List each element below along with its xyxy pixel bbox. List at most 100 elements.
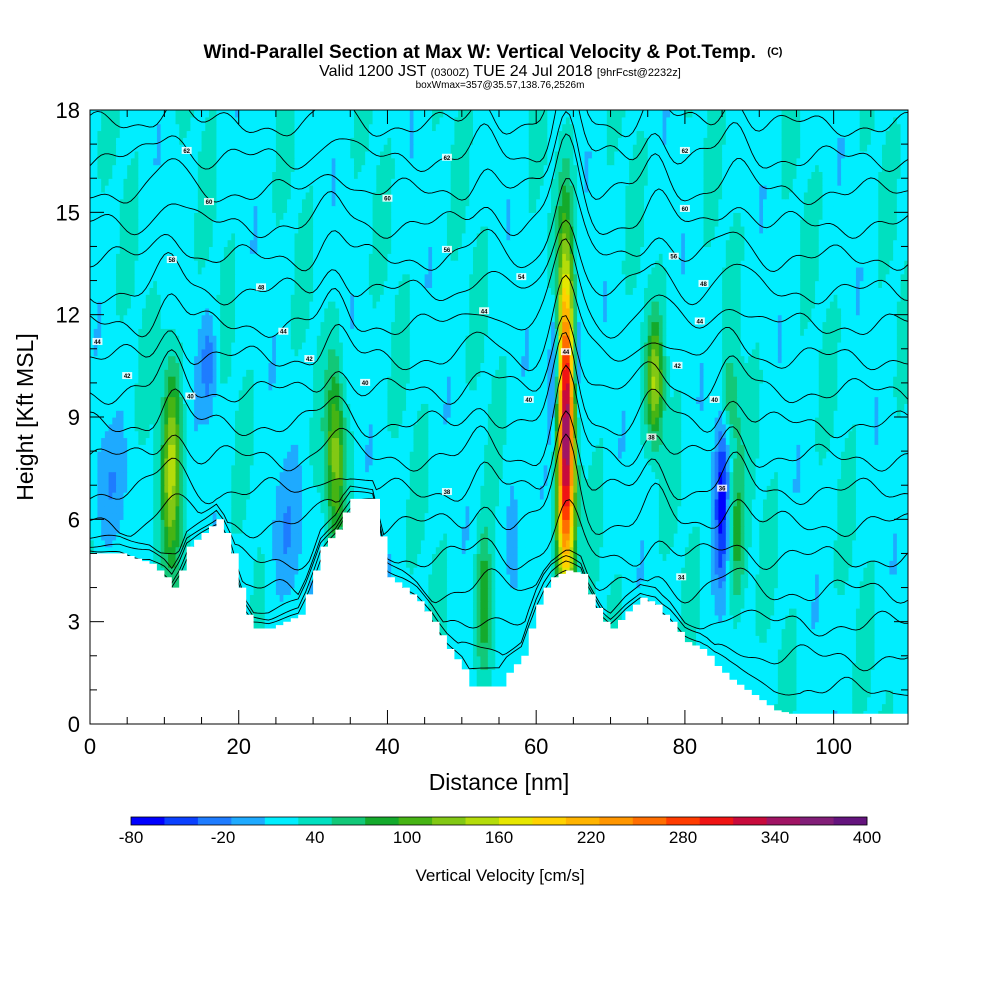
- velocity-cell: [718, 594, 723, 602]
- velocity-cell: [707, 614, 712, 623]
- velocity-cell: [647, 573, 653, 582]
- velocity-cell: [751, 689, 757, 698]
- velocity-cell: [807, 628, 812, 636]
- velocity-cell: [703, 573, 708, 582]
- velocity-cell: [692, 601, 697, 609]
- velocity-cell: [510, 601, 515, 609]
- velocity-cell: [521, 601, 526, 609]
- velocity-cell: [495, 642, 500, 650]
- velocity-cell: [859, 601, 864, 609]
- velocity-cell: [487, 676, 493, 684]
- velocity-cell: [521, 614, 526, 623]
- velocity-cell: [859, 703, 864, 711]
- velocity-cell: [666, 587, 671, 595]
- velocity-cell: [748, 628, 753, 636]
- velocity-cell: [692, 580, 697, 589]
- velocity-cell: [826, 573, 831, 582]
- velocity-cell: [870, 655, 876, 664]
- velocity-cell: [246, 587, 251, 595]
- velocity-cell: [792, 642, 798, 650]
- velocity-cell: [610, 580, 615, 589]
- velocity-cell: [874, 614, 879, 623]
- velocity-cell: [811, 655, 816, 664]
- velocity-cell: [513, 635, 519, 643]
- velocity-cell: [599, 594, 604, 602]
- velocity-cell: [443, 580, 448, 589]
- velocity-cell: [450, 628, 455, 636]
- velocity-cell: [841, 655, 846, 664]
- velocity-cell: [826, 683, 831, 691]
- velocity-cell: [480, 635, 485, 643]
- velocity-cell: [476, 621, 482, 630]
- velocity-cell: [692, 635, 697, 643]
- velocity-cell: [777, 655, 783, 664]
- velocity-cell: [499, 655, 504, 664]
- velocity-cell: [725, 601, 731, 609]
- velocity-cell: [718, 601, 723, 609]
- velocity-cell: [707, 635, 712, 643]
- velocity-cell: [272, 614, 277, 623]
- velocity-cell: [841, 594, 846, 602]
- velocity-cell: [510, 621, 515, 630]
- velocity-cell: [487, 642, 493, 650]
- velocity-cell: [900, 703, 905, 711]
- velocity-cell: [729, 635, 734, 643]
- velocity-cell: [807, 655, 812, 664]
- velocity-cell: [707, 587, 712, 595]
- velocity-cell: [848, 608, 853, 616]
- velocity-cell: [777, 662, 783, 671]
- velocity-cell: [517, 614, 522, 623]
- velocity-cell: [822, 655, 827, 664]
- velocity-cell: [614, 621, 619, 630]
- velocity-cell: [249, 587, 255, 595]
- velocity-cell: [792, 676, 798, 684]
- velocity-cell: [257, 567, 262, 575]
- velocity-cell: [696, 635, 701, 643]
- velocity-cell: [684, 608, 690, 616]
- velocity-cell: [506, 587, 511, 595]
- velocity-cell: [476, 608, 482, 616]
- velocity-cell: [863, 642, 868, 650]
- velocity-cell: [696, 608, 701, 616]
- velocity-cell: [785, 573, 790, 582]
- velocity-cell: [829, 621, 835, 630]
- velocity-cell: [833, 573, 838, 582]
- velocity-cell: [789, 573, 794, 582]
- chart-subtitle-boxwmax: boxWmax=357@35.57,138.76,2526m: [416, 80, 585, 91]
- velocity-cell: [762, 635, 768, 643]
- velocity-cell: [495, 580, 500, 589]
- velocity-cell: [807, 648, 812, 657]
- velocity-cell: [837, 689, 842, 698]
- velocity-cell: [904, 676, 908, 684]
- velocity-cell: [818, 594, 824, 602]
- velocity-cell: [487, 635, 493, 643]
- velocity-cell: [435, 580, 441, 589]
- velocity-cell: [811, 703, 816, 711]
- velocity-cell: [722, 601, 727, 609]
- velocity-cell: [893, 601, 898, 609]
- velocity-cell: [837, 648, 842, 657]
- velocity-cell: [848, 614, 853, 623]
- velocity-cell: [833, 601, 838, 609]
- velocity-cell: [867, 608, 872, 616]
- velocity-cell: [614, 587, 619, 595]
- velocity-cell: [714, 655, 719, 664]
- velocity-cell: [766, 662, 772, 671]
- velocity-cell: [725, 642, 731, 650]
- velocity-cell: [681, 601, 686, 609]
- velocity-cell: [461, 635, 467, 643]
- velocity-cell: [420, 594, 426, 602]
- velocity-cell: [774, 655, 779, 664]
- velocity-cell: [714, 628, 719, 636]
- velocity-cell: [889, 587, 894, 595]
- velocity-cell: [822, 614, 827, 623]
- velocity-cell: [844, 594, 850, 602]
- velocity-cell: [510, 655, 515, 664]
- velocity-cell: [253, 601, 258, 609]
- velocity-cell: [472, 614, 478, 623]
- velocity-cell: [878, 662, 883, 671]
- velocity-cell: [881, 635, 887, 643]
- velocity-cell: [833, 594, 838, 602]
- velocity-cell: [848, 621, 853, 630]
- velocity-cell: [774, 648, 779, 657]
